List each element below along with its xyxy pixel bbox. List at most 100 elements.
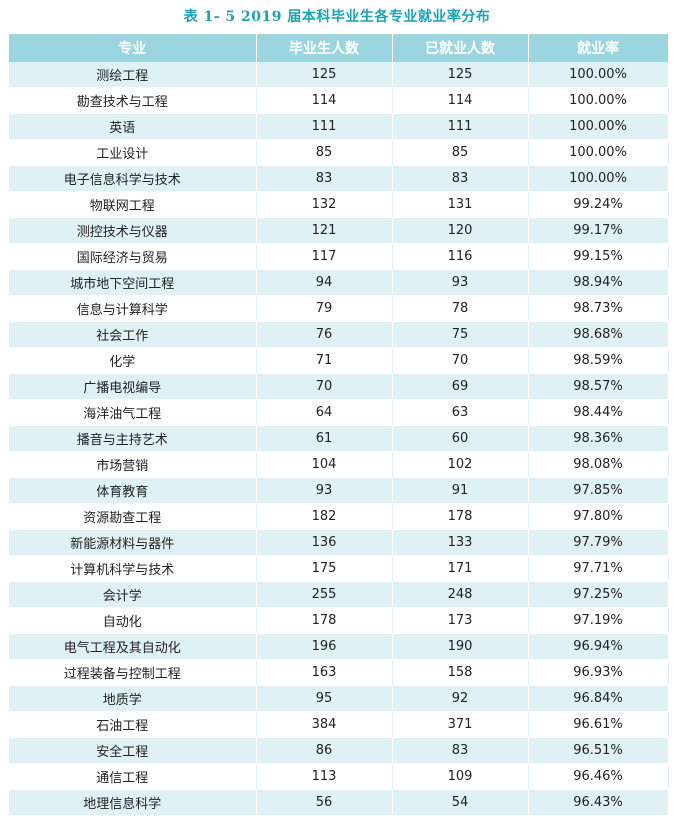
rate-cell: 100.00%: [528, 113, 669, 140]
rate-cell: 100.00%: [528, 87, 669, 114]
header-row: 专业 毕业生人数 已就业人数 就业率: [9, 34, 669, 62]
rate-cell: 98.08%: [528, 451, 669, 478]
employed-cell: 83: [392, 165, 529, 192]
employed-cell: 114: [392, 87, 529, 114]
header-major: 专业: [9, 34, 257, 62]
rate-cell: 98.36%: [528, 425, 669, 452]
graduates-cell: 136: [256, 529, 393, 556]
employed-cell: 54: [392, 789, 529, 816]
employed-cell: 116: [392, 243, 529, 270]
major-cell: 测控技术与仪器: [9, 217, 257, 244]
rate-cell: 96.46%: [528, 763, 669, 790]
graduates-cell: 95: [256, 685, 393, 712]
rate-cell: 98.44%: [528, 399, 669, 426]
graduates-cell: 64: [256, 399, 393, 426]
major-cell: 通信工程: [9, 763, 257, 790]
employed-cell: 133: [392, 529, 529, 556]
rate-cell: 98.73%: [528, 295, 669, 322]
rate-cell: 96.84%: [528, 685, 669, 712]
graduates-cell: 70: [256, 373, 393, 400]
graduates-cell: 113: [256, 763, 393, 790]
table-row: 地质学 95 92 96.84%: [9, 685, 669, 712]
table-row: 地理信息科学 56 54 96.43%: [9, 789, 669, 816]
employed-cell: 75: [392, 321, 529, 348]
graduates-cell: 104: [256, 451, 393, 478]
table-row: 石油工程 384 371 96.61%: [9, 711, 669, 738]
graduates-cell: 132: [256, 191, 393, 218]
employment-rate-table: 专业 毕业生人数 已就业人数 就业率 测绘工程 125 125 100.00% 勘查技术…: [9, 34, 669, 816]
major-cell: 电子信息科学与技术: [9, 165, 257, 192]
rate-cell: 100.00%: [528, 165, 669, 192]
major-cell: 安全工程: [9, 737, 257, 764]
rate-cell: 97.71%: [528, 555, 669, 582]
major-cell: 市场营销: [9, 451, 257, 478]
rate-cell: 99.17%: [528, 217, 669, 244]
employed-cell: 109: [392, 763, 529, 790]
graduates-cell: 79: [256, 295, 393, 322]
employed-cell: 120: [392, 217, 529, 244]
graduates-cell: 111: [256, 113, 393, 140]
graduates-cell: 94: [256, 269, 393, 296]
table-row: 广播电视编导 70 69 98.57%: [9, 373, 669, 400]
major-cell: 信息与计算科学: [9, 295, 257, 322]
major-cell: 国际经济与贸易: [9, 243, 257, 270]
major-cell: 海洋油气工程: [9, 399, 257, 426]
table-row: 测绘工程 125 125 100.00%: [9, 62, 669, 88]
table-row: 海洋油气工程 64 63 98.44%: [9, 399, 669, 426]
major-cell: 石油工程: [9, 711, 257, 738]
rate-cell: 98.68%: [528, 321, 669, 348]
graduates-cell: 86: [256, 737, 393, 764]
major-cell: 工业设计: [9, 139, 257, 166]
graduates-cell: 56: [256, 789, 393, 816]
table-row: 安全工程 86 83 96.51%: [9, 737, 669, 764]
table-row: 新能源材料与器件 136 133 97.79%: [9, 529, 669, 556]
rate-cell: 100.00%: [528, 62, 669, 88]
major-cell: 会计学: [9, 581, 257, 608]
table-row: 物联网工程 132 131 99.24%: [9, 191, 669, 218]
rate-cell: 96.94%: [528, 633, 669, 660]
employed-cell: 85: [392, 139, 529, 166]
table-row: 电子信息科学与技术 83 83 100.00%: [9, 165, 669, 192]
major-cell: 播音与主持艺术: [9, 425, 257, 452]
table-row: 勘查技术与工程 114 114 100.00%: [9, 87, 669, 114]
employed-cell: 173: [392, 607, 529, 634]
rate-cell: 98.59%: [528, 347, 669, 374]
table-row: 会计学 255 248 97.25%: [9, 581, 669, 608]
major-cell: 电气工程及其自动化: [9, 633, 257, 660]
employed-cell: 92: [392, 685, 529, 712]
table-row: 国际经济与贸易 117 116 99.15%: [9, 243, 669, 270]
table-row: 信息与计算科学 79 78 98.73%: [9, 295, 669, 322]
rate-cell: 97.85%: [528, 477, 669, 504]
table-row: 自动化 178 173 97.19%: [9, 607, 669, 634]
major-cell: 地质学: [9, 685, 257, 712]
employed-cell: 248: [392, 581, 529, 608]
major-cell: 地理信息科学: [9, 789, 257, 816]
major-cell: 过程装备与控制工程: [9, 659, 257, 686]
employed-cell: 102: [392, 451, 529, 478]
employed-cell: 158: [392, 659, 529, 686]
graduates-cell: 175: [256, 555, 393, 582]
major-cell: 广播电视编导: [9, 373, 257, 400]
table-row: 工业设计 85 85 100.00%: [9, 139, 669, 166]
employed-cell: 178: [392, 503, 529, 530]
table-row: 测控技术与仪器 121 120 99.17%: [9, 217, 669, 244]
graduates-cell: 76: [256, 321, 393, 348]
employed-cell: 78: [392, 295, 529, 322]
table-row: 体育教育 93 91 97.85%: [9, 477, 669, 504]
rate-cell: 98.57%: [528, 373, 669, 400]
graduates-cell: 93: [256, 477, 393, 504]
table-caption: 表 1- 5 2019 届本科毕业生各专业就业率分布: [183, 9, 491, 25]
graduates-cell: 163: [256, 659, 393, 686]
header-rate: 就业率: [528, 34, 669, 62]
graduates-cell: 71: [256, 347, 393, 374]
major-cell: 自动化: [9, 607, 257, 634]
employed-cell: 70: [392, 347, 529, 374]
rate-cell: 96.43%: [528, 789, 669, 816]
graduates-cell: 121: [256, 217, 393, 244]
major-cell: 计算机科学与技术: [9, 555, 257, 582]
graduates-cell: 384: [256, 711, 393, 738]
major-cell: 物联网工程: [9, 191, 257, 218]
graduates-cell: 117: [256, 243, 393, 270]
employed-cell: 171: [392, 555, 529, 582]
table-row: 通信工程 113 109 96.46%: [9, 763, 669, 790]
